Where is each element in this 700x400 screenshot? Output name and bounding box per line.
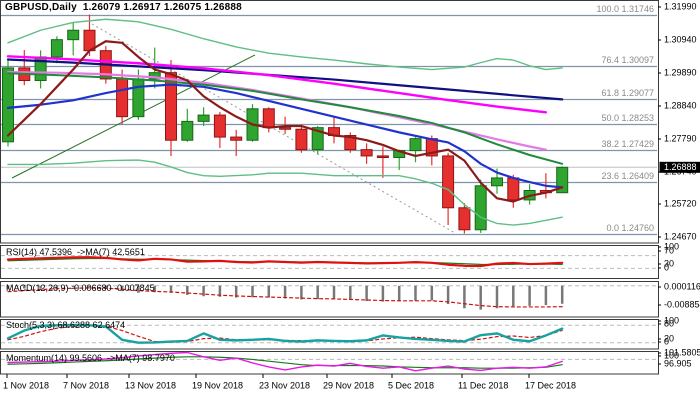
svg-text:0.0 1.24760: 0.0 1.24760 (606, 223, 654, 233)
svg-text:100: 100 (664, 241, 679, 251)
bull-candle (197, 114, 210, 122)
macd-panel: 0.000116 -0.008854 (0, 281, 700, 318)
macd-indicator-label: MACD(12,26,9) -0.006680 -0.007845 (6, 283, 155, 293)
svg-text:19 Nov 2018: 19 Nov 2018 (192, 380, 243, 390)
bear-candle (376, 155, 389, 159)
svg-text:1.25720: 1.25720 (664, 198, 697, 208)
ma-magenta (6, 55, 548, 114)
bear-candle (295, 128, 308, 151)
svg-text:7 Nov 2018: 7 Nov 2018 (63, 380, 109, 390)
svg-text:11 Dec 2018: 11 Dec 2018 (458, 380, 508, 390)
date-axis: 1 Nov 2018 7 Nov 2018 13 Nov 2018 19 Nov 20… (3, 374, 576, 390)
price-axis: 1.319901.309401.298901.288401.277901.267… (658, 1, 697, 241)
ma-blue (6, 83, 564, 189)
bear-candle (360, 149, 373, 157)
bear-candle (442, 155, 455, 209)
ma-pink (6, 70, 548, 151)
svg-text:100: 100 (664, 350, 679, 360)
bull-candle (67, 29, 80, 41)
svg-text:1.24670: 1.24670 (664, 231, 697, 241)
bear-candle (230, 136, 243, 141)
svg-text:0: 0 (664, 262, 669, 272)
svg-text:100.0 1.31746: 100.0 1.31746 (596, 4, 654, 14)
bull-candle (2, 67, 14, 143)
svg-text:96.905: 96.905 (664, 358, 692, 368)
chart-title: GBPUSD,Daily 1.26079 1.26917 1.26075 1.2… (5, 2, 242, 13)
descending-dotted-trendline (91, 23, 456, 234)
svg-text:17 Dec 2018: 17 Dec 2018 (525, 380, 576, 390)
svg-text:38.2 1.27429: 38.2 1.27429 (601, 139, 654, 149)
bull-candle (556, 166, 569, 194)
svg-text:1.26888: 1.26888 (664, 162, 697, 172)
svg-text:23.6 1.26409: 23.6 1.26409 (601, 171, 654, 181)
svg-text:1.28840: 1.28840 (664, 100, 697, 110)
bull-candle (181, 120, 194, 141)
bull-candle (311, 127, 324, 151)
svg-text:29 Nov 2018: 29 Nov 2018 (323, 380, 374, 390)
bull-candle (132, 78, 145, 118)
bull-candle (409, 138, 422, 152)
bear-candle (507, 177, 520, 201)
bull-candle (148, 72, 161, 80)
rsi-indicator-label: RSI(14) 47.5396 ->MA(7) 42.5651 (6, 247, 145, 257)
svg-text:50.0 1.28253: 50.0 1.28253 (601, 113, 654, 123)
bear-candle (458, 207, 471, 231)
svg-text:-0.008854: -0.008854 (664, 299, 700, 309)
bear-candle (116, 78, 129, 118)
svg-text:1.27790: 1.27790 (664, 133, 697, 143)
svg-text:5 Dec 2018: 5 Dec 2018 (388, 380, 434, 390)
svg-text:1.31990: 1.31990 (664, 1, 697, 11)
svg-text:1.30940: 1.30940 (664, 34, 697, 44)
bull-candle (474, 185, 487, 231)
svg-text:0: 0 (664, 336, 669, 346)
svg-text:76.4 1.30097: 76.4 1.30097 (601, 55, 654, 65)
bear-candle (344, 135, 357, 151)
svg-text:13 Nov 2018: 13 Nov 2018 (125, 380, 176, 390)
bull-candle (491, 177, 503, 187)
ma-red (6, 40, 564, 203)
svg-text:23 Nov 2018: 23 Nov 2018 (259, 380, 310, 390)
fibonacci-levels: 100.0 1.31746 76.4 1.30097 61.8 1.29077 50.… (1, 4, 657, 236)
svg-text:70: 70 (664, 245, 674, 255)
bear-candle (213, 114, 226, 138)
svg-text:30: 30 (664, 258, 674, 268)
svg-text:101.5805: 101.5805 (664, 347, 700, 357)
envelope-lower (7, 159, 563, 226)
envelope-upper (7, 18, 563, 71)
bull-candle (50, 39, 63, 58)
svg-text:61.8 1.29077: 61.8 1.29077 (601, 88, 654, 98)
svg-text:1 Nov 2018: 1 Nov 2018 (3, 380, 49, 390)
momentum-indicator-label: Momentum(14) 99.5606 ->MA(7) 98.7970 (6, 353, 175, 363)
svg-text:0.000116: 0.000116 (664, 281, 700, 291)
panel-borders (0, 0, 659, 244)
svg-text:20: 20 (664, 333, 674, 343)
ma-navy (6, 58, 564, 101)
stoch-indicator-label: Stoch(5,3,3) 68.6288 62.6474 (6, 320, 126, 330)
bear-candle (165, 72, 177, 141)
svg-text:1.29890: 1.29890 (664, 67, 697, 77)
bear-candle (262, 108, 275, 129)
ma-green (7, 72, 564, 165)
bear-candle (279, 127, 292, 130)
current-price-tag: 1.26888 (659, 161, 700, 173)
svg-text:100: 100 (664, 315, 679, 325)
svg-text:80: 80 (664, 318, 674, 328)
